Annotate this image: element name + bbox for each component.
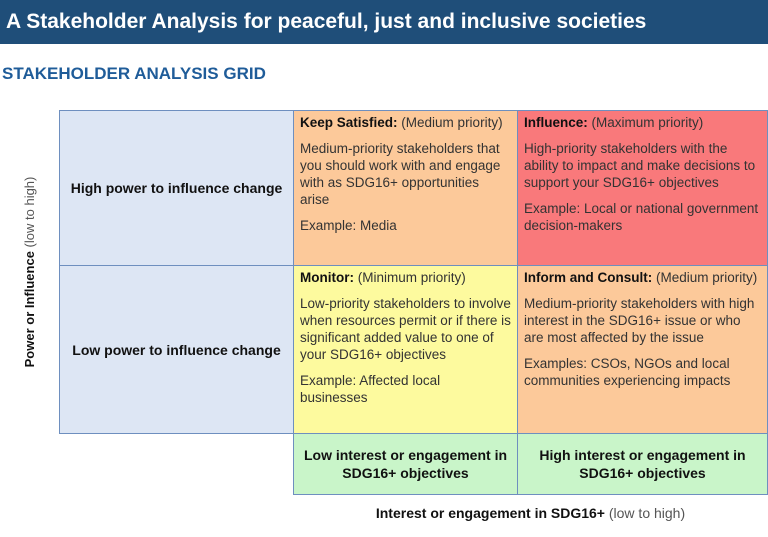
cell-example: Example: Affected local businesses <box>300 373 441 405</box>
x-axis-main: Interest or engagement in SDG16+ <box>375 505 605 521</box>
cell-example: Example: Local or national government de… <box>524 201 759 233</box>
cell-description: Low-priority stakeholders to involve whe… <box>300 296 511 362</box>
column-label-high-interest: High interest or engagement in SDG16+ ob… <box>517 433 768 495</box>
cell-influence: Influence: (Maximum priority) High-prior… <box>517 110 768 266</box>
grid-title: STAKEHOLDER ANALYSIS GRID <box>2 64 266 83</box>
cell-description: Medium-priority stakeholders that you sh… <box>300 141 501 207</box>
y-axis-hint: (low to high) <box>22 176 37 248</box>
cell-heading: Influence: <box>524 115 588 130</box>
row-label-low-text: Low power to influence change <box>72 341 281 358</box>
cell-priority: (Minimum priority) <box>357 270 466 285</box>
cell-heading: Inform and Consult: <box>524 270 653 285</box>
x-axis-label: Interest or engagement in SDG16+ (low to… <box>293 505 768 521</box>
column-label-low-text: Low interest or engagement in SDG16+ obj… <box>303 447 508 481</box>
cell-heading: Monitor: <box>300 270 354 285</box>
cell-keep-satisfied: Keep Satisfied: (Medium priority) Medium… <box>293 110 518 266</box>
cell-inform-and-consult: Inform and Consult: (Medium priority) Me… <box>517 265 768 434</box>
cell-example: Example: Media <box>300 218 397 233</box>
banner-title: A Stakeholder Analysis for peaceful, jus… <box>0 0 768 44</box>
x-axis-hint: (low to high) <box>608 505 686 521</box>
cell-priority: (Medium priority) <box>656 270 758 285</box>
cell-priority: (Maximum priority) <box>591 115 704 130</box>
row-label-high-text: High power to influence change <box>70 180 283 196</box>
cell-heading: Keep Satisfied: <box>300 115 398 130</box>
cell-monitor: Monitor: (Minimum priority) Low-priority… <box>293 265 518 434</box>
column-label-low-interest: Low interest or engagement in SDG16+ obj… <box>293 433 518 495</box>
y-axis-main: Power or Influence <box>22 251 37 368</box>
row-label-low-power: Low power to influence change <box>59 265 294 434</box>
cell-description: High-priority stakeholders with the abil… <box>524 141 756 190</box>
column-label-high-text: High interest or engagement in SDG16+ ob… <box>539 447 746 481</box>
row-label-high-power: High power to influence change <box>59 110 294 266</box>
cell-priority: (Medium priority) <box>401 115 503 130</box>
cell-description: Medium-priority stakeholders with high i… <box>524 296 755 345</box>
cell-example: Examples: CSOs, NGOs and local communiti… <box>524 356 731 388</box>
y-axis-label: Power or Influence (low to high) <box>22 152 42 392</box>
